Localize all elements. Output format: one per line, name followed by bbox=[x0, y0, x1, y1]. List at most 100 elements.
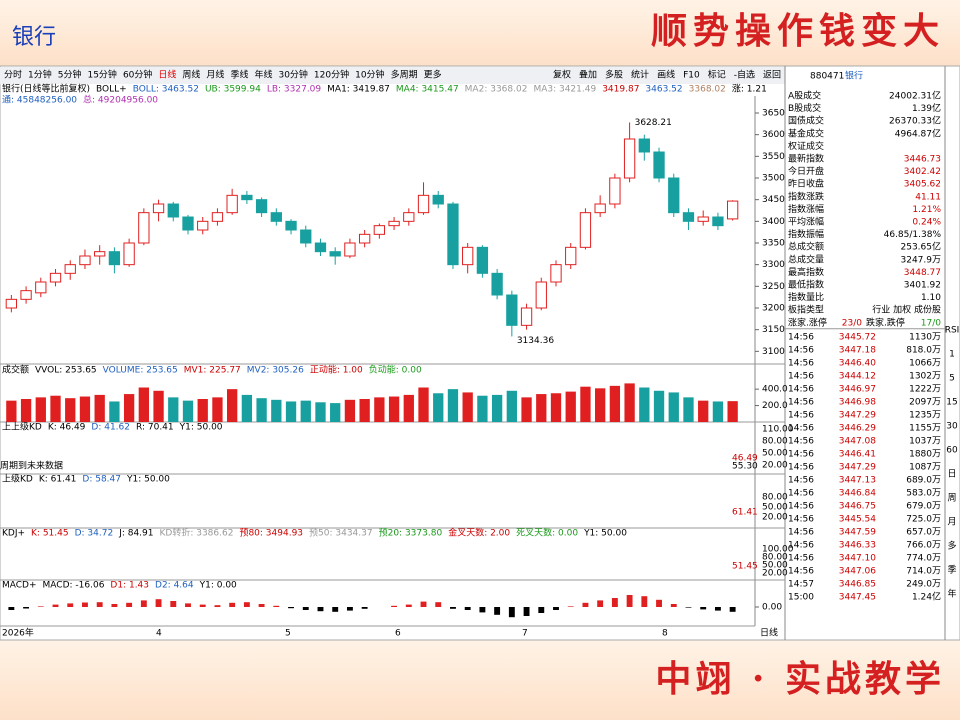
y-tick-label: 3500 bbox=[762, 174, 785, 184]
candle-body bbox=[197, 220, 209, 231]
legend-item: 负动能: 0.00 bbox=[369, 364, 422, 376]
side-icon[interactable]: 15 bbox=[946, 398, 957, 408]
candle-body bbox=[565, 246, 577, 266]
note: 周期到未来数据 bbox=[0, 460, 63, 472]
stat-label: 指数涨幅 bbox=[788, 203, 824, 215]
macd-bar bbox=[494, 607, 501, 615]
volume-bar bbox=[168, 397, 179, 422]
macd-bar bbox=[111, 604, 118, 607]
volume-bar bbox=[653, 390, 665, 422]
period-tab[interactable]: 5分钟 bbox=[58, 69, 82, 81]
period-tab[interactable]: 120分钟 bbox=[314, 69, 349, 81]
period-tab[interactable]: 10分钟 bbox=[355, 69, 384, 81]
period-tab[interactable]: 1分钟 bbox=[28, 69, 52, 81]
period-button[interactable]: 日线 bbox=[760, 627, 778, 639]
tick-volume: 1130万 bbox=[909, 332, 941, 342]
side-icon[interactable]: 日 bbox=[947, 469, 956, 480]
tool-button[interactable]: 返回 bbox=[763, 69, 781, 81]
period-tab[interactable]: 分时 bbox=[4, 69, 22, 81]
tool-button[interactable]: 复权 bbox=[553, 69, 571, 81]
period-tab[interactable]: 季线 bbox=[230, 69, 248, 81]
candle-body bbox=[344, 242, 356, 257]
legend-item: BOLL: 3463.52 bbox=[133, 85, 199, 95]
macd-bar bbox=[626, 595, 633, 607]
tick-time: 14:56 bbox=[788, 332, 814, 342]
macd-bar bbox=[685, 607, 692, 608]
candle-body bbox=[623, 138, 636, 179]
volume-bar bbox=[50, 395, 61, 422]
y-tick-label: 3600 bbox=[762, 130, 785, 140]
stat-label: 今日开盘 bbox=[788, 165, 824, 177]
period-tab[interactable]: 月线 bbox=[206, 69, 224, 81]
side-icon[interactable]: 30 bbox=[946, 422, 958, 432]
stat-value: 23/0 bbox=[842, 318, 862, 328]
legend-item: J: 84.91 bbox=[118, 529, 153, 539]
volume-bar bbox=[698, 400, 709, 422]
macd-bar bbox=[185, 603, 191, 607]
period-tab[interactable]: 15分钟 bbox=[87, 69, 116, 81]
volume-bar bbox=[683, 397, 694, 422]
candle-body bbox=[211, 212, 224, 222]
legend-item: 总: 49204956.00 bbox=[83, 94, 158, 106]
tool-button[interactable]: 叠加 bbox=[579, 70, 597, 81]
period-tab[interactable]: 周线 bbox=[182, 69, 200, 81]
tool-button[interactable]: 多股 bbox=[605, 69, 623, 81]
tick-price: 3446.29 bbox=[839, 423, 876, 433]
volume-bar bbox=[639, 387, 650, 422]
tick-volume: 818.0万 bbox=[906, 345, 941, 355]
side-icon[interactable]: 年 bbox=[947, 588, 956, 600]
macd-bar bbox=[567, 606, 574, 607]
candle-body bbox=[300, 229, 312, 244]
tool-button[interactable]: 统计 bbox=[631, 69, 649, 81]
candle-body bbox=[491, 272, 503, 296]
tick-time: 14:56 bbox=[788, 566, 814, 576]
tick-time: 14:56 bbox=[788, 514, 814, 524]
y-tick-label: 3650 bbox=[762, 109, 785, 119]
legend-item: D: 58.47 bbox=[82, 475, 121, 485]
top-banner bbox=[0, 0, 960, 66]
macd-bar bbox=[37, 606, 44, 607]
y-tick-label: 20.00 bbox=[762, 513, 788, 523]
side-icon[interactable]: RSI bbox=[945, 326, 960, 336]
period-tab[interactable]: 年线 bbox=[254, 69, 272, 81]
tick-time: 14:56 bbox=[788, 527, 814, 537]
tick-time: 14:56 bbox=[788, 423, 814, 433]
tool-button[interactable]: 画线 bbox=[657, 69, 675, 81]
x-tick-label: 8 bbox=[662, 629, 668, 639]
tool-button[interactable]: 标记 bbox=[708, 69, 726, 81]
side-icon[interactable]: 60 bbox=[946, 446, 958, 456]
side-icon[interactable]: 多 bbox=[947, 540, 956, 552]
candle-body bbox=[417, 194, 430, 214]
side-icon[interactable]: 月 bbox=[947, 517, 956, 528]
period-tab[interactable]: 30分钟 bbox=[278, 69, 307, 81]
macd-bar bbox=[420, 601, 427, 607]
tool-button[interactable]: F10 bbox=[683, 71, 700, 81]
tick-price: 3446.84 bbox=[839, 488, 876, 498]
legend-item: 预50: 3434.37 bbox=[309, 528, 373, 539]
period-tab[interactable]: 更多 bbox=[424, 69, 442, 81]
stat-label: 权证成交 bbox=[788, 140, 824, 152]
period-tab[interactable]: 多周期 bbox=[391, 69, 418, 81]
volume-bar bbox=[536, 394, 547, 422]
side-icon[interactable]: 周 bbox=[947, 493, 956, 504]
volume-bar bbox=[79, 396, 91, 422]
tick-time: 14:56 bbox=[788, 540, 814, 550]
macd-bar bbox=[170, 601, 177, 607]
legend-item: LB: 3327.09 bbox=[267, 85, 322, 95]
side-icon[interactable]: 季 bbox=[947, 564, 956, 576]
period-tab[interactable]: 60分钟 bbox=[123, 69, 152, 81]
tick-price: 3447.59 bbox=[839, 527, 876, 537]
volume-bar bbox=[580, 386, 591, 422]
side-icon[interactable]: 5 bbox=[949, 374, 955, 384]
macd-bar bbox=[641, 596, 648, 607]
period-tab[interactable]: 日线 bbox=[158, 69, 176, 81]
macd-bar bbox=[611, 598, 618, 607]
y-tick-label: 20.00 bbox=[762, 569, 788, 579]
side-icon[interactable]: 1 bbox=[949, 350, 955, 360]
candle-body bbox=[5, 298, 18, 309]
y-tick-label: 110.00 bbox=[762, 425, 794, 435]
tick-volume: 1066万 bbox=[909, 358, 941, 368]
legend-item: MA4: 3415.47 bbox=[396, 85, 459, 95]
tool-button[interactable]: -自选 bbox=[734, 69, 755, 81]
